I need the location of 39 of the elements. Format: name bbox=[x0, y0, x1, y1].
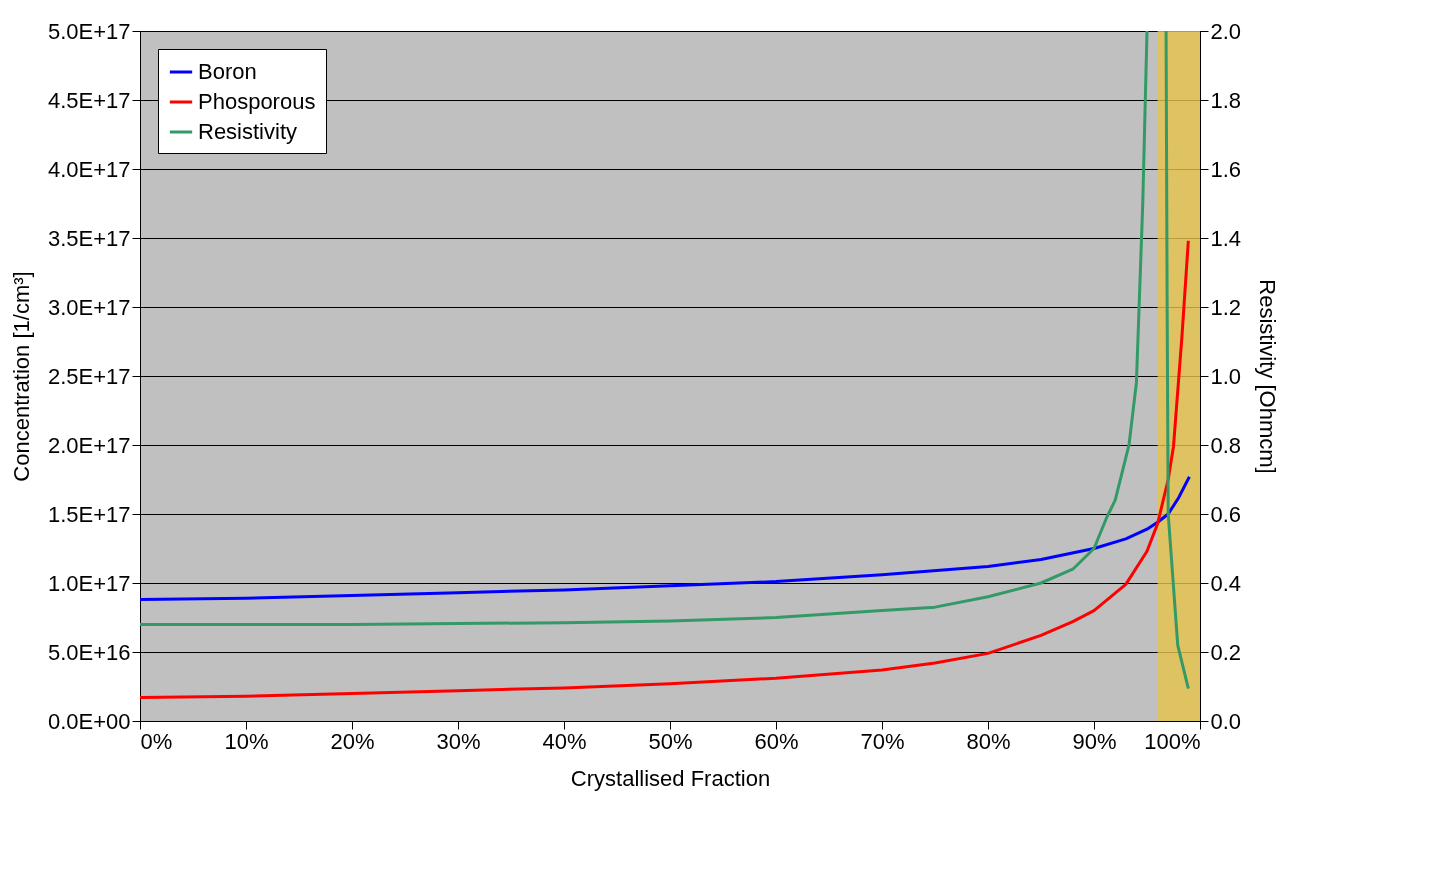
y-tick-label: 3.0E+17 bbox=[47, 294, 131, 320]
y-tick-label: 4.0E+17 bbox=[47, 156, 131, 182]
y-tick-label: 1.0E+17 bbox=[47, 570, 131, 596]
x-tick-label: 30% bbox=[436, 728, 481, 754]
x-tick-label: 40% bbox=[542, 728, 587, 754]
y2-tick-label: 1.0 bbox=[1210, 363, 1242, 389]
legend-label: Phosporous bbox=[198, 89, 316, 114]
y-tick-label: 5.0E+16 bbox=[47, 639, 131, 665]
y-tick-label: 2.0E+17 bbox=[47, 432, 131, 458]
y2-tick-label: 0.6 bbox=[1210, 501, 1242, 527]
y2-tick-label: 0.8 bbox=[1210, 432, 1242, 458]
legend-label: Resistivity bbox=[198, 119, 298, 144]
y2-tick-label: 1.4 bbox=[1210, 225, 1242, 251]
x-tick-label: 0% bbox=[140, 728, 173, 754]
y2-tick-label: 0.0 bbox=[1210, 708, 1242, 734]
y-tick-label: 1.5E+17 bbox=[47, 501, 131, 527]
y2-tick-label: 1.2 bbox=[1210, 294, 1242, 320]
x-tick-label: 70% bbox=[860, 728, 905, 754]
x-axis-title: Crystallised Fraction bbox=[570, 765, 771, 791]
x-tick-label: 50% bbox=[648, 728, 693, 754]
y-tick-label: 2.5E+17 bbox=[47, 363, 131, 389]
y-tick-label: 0.0E+00 bbox=[47, 708, 131, 734]
y2-tick-label: 2.0 bbox=[1210, 18, 1242, 44]
x-tick-label: 10% bbox=[224, 728, 269, 754]
y2-tick-label: 1.8 bbox=[1210, 87, 1242, 113]
y2-tick-label: 0.4 bbox=[1210, 570, 1242, 596]
y2-tick-label: 0.2 bbox=[1210, 639, 1242, 665]
x-tick-label: 20% bbox=[330, 728, 375, 754]
y-axis-title: Concentration [1/cm³] bbox=[8, 271, 34, 482]
y-tick-label: 3.5E+17 bbox=[47, 225, 131, 251]
y2-tick-label: 1.6 bbox=[1210, 156, 1242, 182]
x-tick-label: 80% bbox=[966, 728, 1011, 754]
x-tick-label: 90% bbox=[1072, 728, 1117, 754]
legend-label: Boron bbox=[198, 59, 257, 84]
y-tick-label: 5.0E+17 bbox=[47, 18, 131, 44]
x-tick-label: 100% bbox=[1144, 728, 1201, 754]
y-tick-label: 4.5E+17 bbox=[47, 87, 131, 113]
x-tick-label: 60% bbox=[754, 728, 799, 754]
y2-axis-title: Resistivity [Ohmcm] bbox=[1255, 279, 1281, 474]
